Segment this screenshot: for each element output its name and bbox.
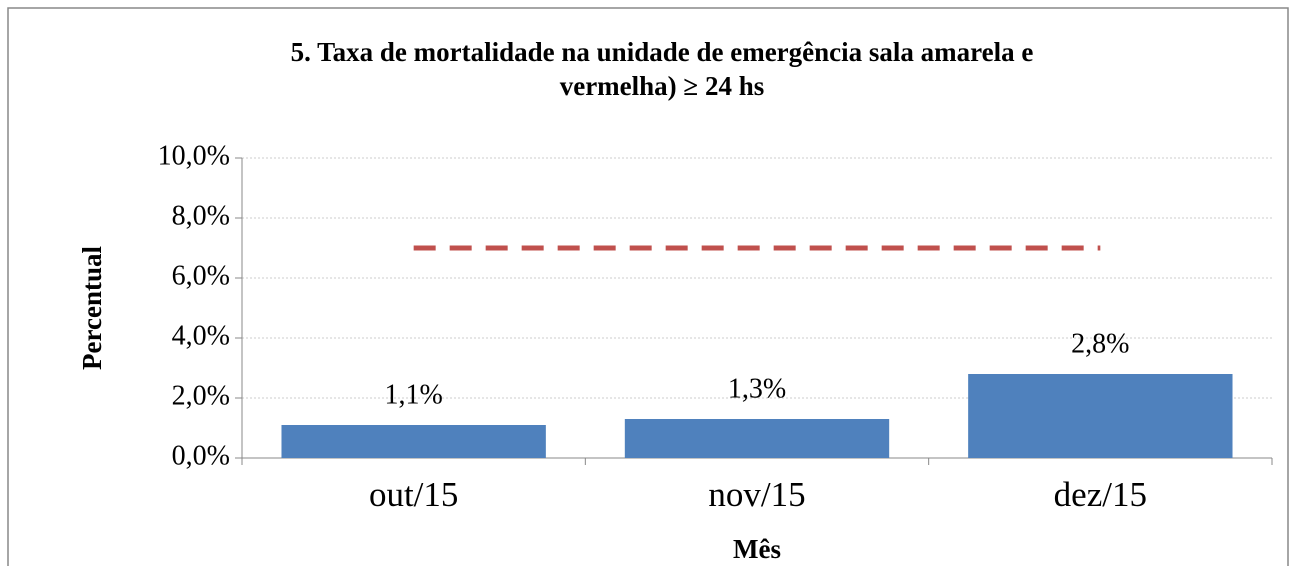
x-tick-label: dez/15 [1054,475,1147,514]
y-tick-label: 2,0% [172,380,230,411]
x-tick-label: out/15 [369,475,458,514]
data-label: 1,3% [728,373,786,404]
bar [624,419,890,458]
chart-frame [7,7,1289,566]
chart-title: vermelha) ≥ 24 hs [560,71,765,101]
data-label: 1,1% [385,379,443,410]
data-label: 2,8% [1071,328,1129,359]
y-tick-label: 4,0% [172,320,230,351]
x-tick-label: nov/15 [708,475,805,514]
y-tick-label: 8,0% [172,200,230,231]
y-tick-label: 0,0% [172,440,230,471]
y-tick-label: 6,0% [172,260,230,291]
bar [281,425,546,458]
y-tick-label: 10,0% [158,140,230,171]
x-axis-label: Mês [733,534,781,564]
y-axis-label: Percentual [77,246,107,370]
chart-title: 5. Taxa de mortalidade na unidade de eme… [291,37,1034,67]
bar [968,374,1233,458]
